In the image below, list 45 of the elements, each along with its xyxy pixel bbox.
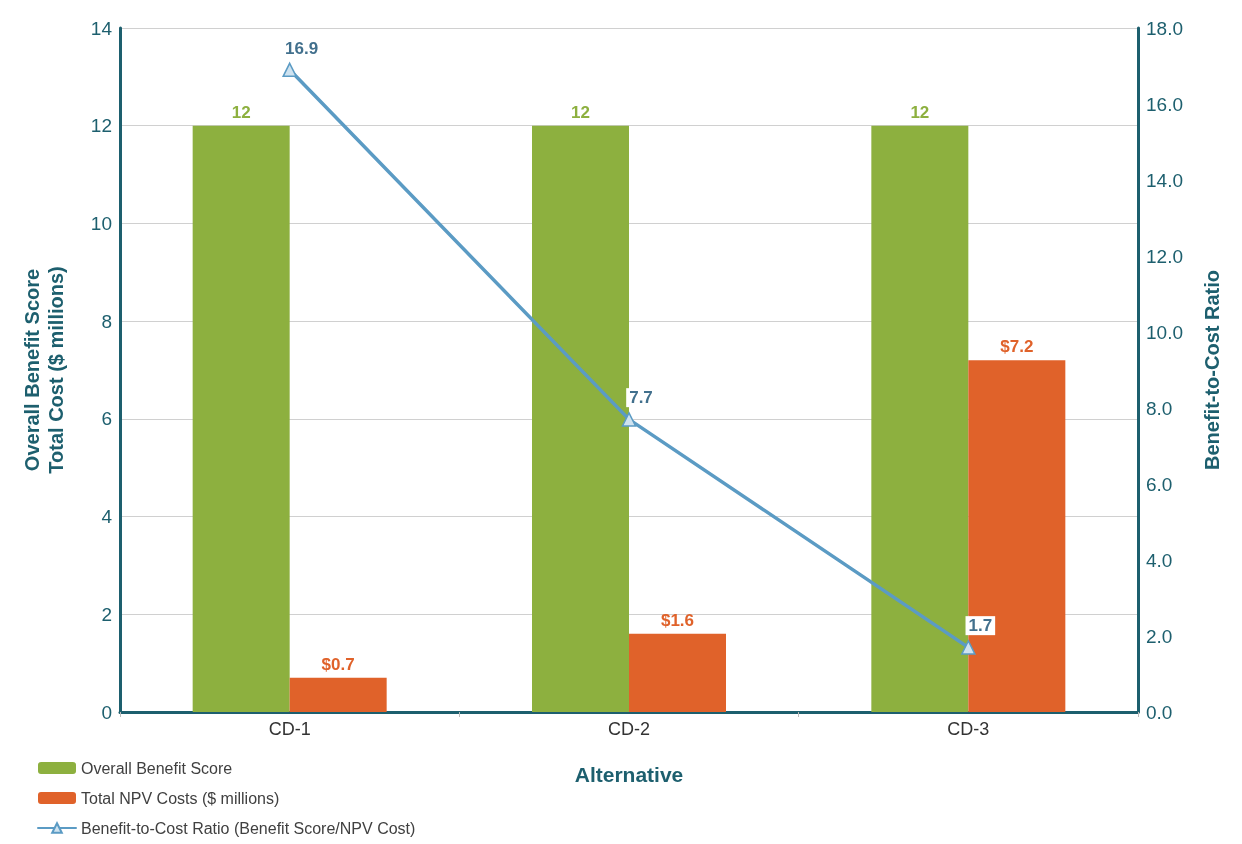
x-tick-label: CD-1 xyxy=(268,719,311,739)
x-tick-label: CD-2 xyxy=(607,719,651,739)
bar xyxy=(192,125,290,712)
y2-tick-label: 14.0 xyxy=(1146,169,1183,191)
y-axis-title: Overall Benefit Score Total Cost ($ millions) xyxy=(21,266,67,474)
y2-tick-label: 4.0 xyxy=(1146,549,1173,571)
y-tick-label: 4 xyxy=(101,506,113,528)
y2-tick-label: 18.0 xyxy=(1146,17,1183,39)
legend-label: Overall Benefit Score xyxy=(81,759,233,777)
data-label: 12 xyxy=(910,102,930,122)
point xyxy=(282,62,297,78)
data-label: 16.9 xyxy=(285,38,319,58)
data-label: 12 xyxy=(571,102,590,122)
legend-label: Total NPV Costs ($ millions) xyxy=(81,789,280,807)
bar xyxy=(289,677,387,712)
point xyxy=(961,640,976,655)
y2-axis-title: Benefit-to-Cost Ratio xyxy=(1201,270,1223,470)
x-tick-label: CD-3 xyxy=(947,719,990,739)
y2-tick-label: 2.0 xyxy=(1146,625,1173,647)
y2-tick-label: 12.0 xyxy=(1146,245,1183,267)
y2-tick-label: 8.0 xyxy=(1146,397,1173,419)
data-label: 1.7 xyxy=(968,616,993,636)
data-label: $1.6 xyxy=(660,610,695,630)
y-tick-label: 6 xyxy=(101,408,112,430)
data-label: $7.2 xyxy=(1000,337,1034,357)
y-tick-label: 10 xyxy=(90,212,112,234)
bar xyxy=(532,125,629,712)
y2-tick-label: 10.0 xyxy=(1146,321,1183,343)
y2-tick-label: 0.0 xyxy=(1146,701,1173,723)
data-label: $0.7 xyxy=(321,654,355,674)
point xyxy=(621,412,637,427)
bar xyxy=(629,633,726,712)
y-tick-label: 8 xyxy=(101,310,112,332)
data-label: 12 xyxy=(231,102,251,122)
y2-tick-label: 6.0 xyxy=(1146,473,1173,495)
y-tick-label: 2 xyxy=(101,603,112,625)
bar xyxy=(871,125,969,712)
x-axis-title: Alternative xyxy=(574,763,684,786)
y-tick-label: 12 xyxy=(90,115,112,137)
y2-tick-label: 16.0 xyxy=(1146,93,1183,115)
y-tick-label: 0 xyxy=(101,701,112,723)
data-label: 7.7 xyxy=(629,388,653,408)
legend-label: Benefit-to-Cost Ratio (Benefit Score/NPV Cost) xyxy=(81,819,416,837)
bar xyxy=(968,360,1066,712)
y-tick-label: 14 xyxy=(90,17,113,39)
